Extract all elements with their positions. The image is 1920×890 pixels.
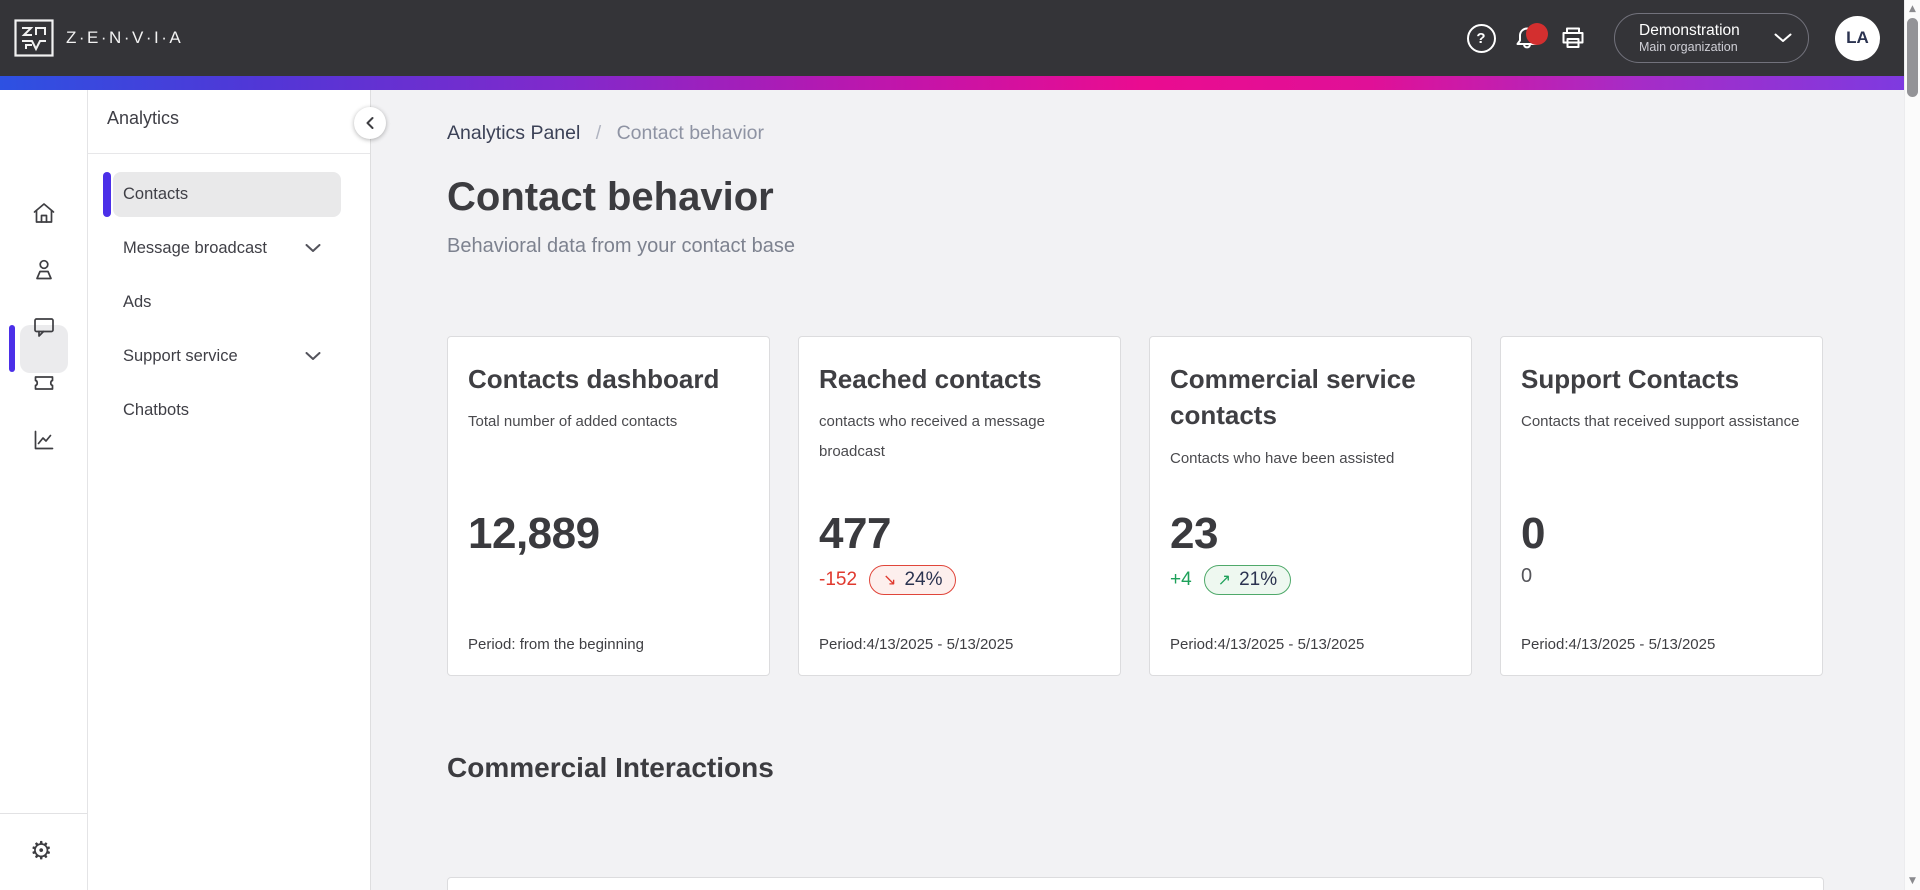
organization-subtitle: Main organization (1639, 39, 1738, 54)
printer-icon (1562, 27, 1584, 48)
sidebar-item-label: Ads (123, 293, 152, 311)
sidebar-item-label: Message broadcast (123, 239, 267, 257)
person-icon (36, 259, 52, 280)
chevron-down-icon (305, 348, 321, 366)
user-avatar[interactable]: LA (1835, 15, 1880, 61)
page-scrollbar[interactable]: ▲ ▼ (1904, 0, 1920, 890)
card-period: Period: from the beginning (468, 636, 644, 653)
trend-badge: ↘ 24% (869, 565, 957, 595)
scroll-down-icon[interactable]: ▼ (1909, 876, 1916, 886)
brand: Z·E·N·V·I·A (14, 19, 183, 57)
card-support-contacts: Support Contacts Contacts that received … (1500, 336, 1823, 676)
chevron-down-icon (1774, 33, 1792, 42)
card-description: Contacts who have been assisted (1170, 449, 1395, 467)
card-value: 477 (819, 509, 891, 558)
trend-badge: ↗ 21% (1203, 565, 1292, 595)
card-contacts-dashboard: Contacts dashboard Total number of added… (447, 336, 770, 676)
delta-value: 0 (1521, 565, 1533, 587)
breadcrumb-current: Contact behavior (616, 122, 765, 144)
breadcrumb-analytics-panel[interactable]: Analytics Panel (447, 122, 581, 144)
card-title: Contacts dashboard (468, 364, 720, 394)
print-button[interactable] (1550, 15, 1596, 61)
card-reached-contacts: Reached contacts contacts who received a… (798, 336, 1121, 676)
app-header: Z·E·N·V·I·A ? Demonstration (0, 0, 1904, 76)
home-icon (33, 203, 55, 223)
delta-row: -152 ↘ 24% (819, 565, 957, 595)
sidebar-item-ads[interactable]: Ads (113, 280, 341, 325)
sidebar-item-chatbots[interactable]: Chatbots (113, 388, 341, 433)
sidebar-title: Analytics (107, 108, 180, 128)
breadcrumb-separator: / (595, 122, 602, 144)
notifications-button[interactable] (1504, 15, 1550, 61)
page-subtitle: Behavioral data from your contact base (447, 235, 795, 257)
rail-selected-background (20, 325, 68, 373)
line-chart-icon (34, 430, 54, 450)
sidebar-item-label: Support service (123, 347, 238, 365)
delta-value: +4 (1170, 569, 1192, 590)
settings-gear-icon[interactable]: ⚙ (30, 836, 53, 865)
delta-percent: 21% (1239, 569, 1278, 590)
zenvia-logo-icon (14, 19, 54, 57)
sidebar-item-label: Chatbots (123, 401, 190, 419)
notification-badge (1526, 23, 1548, 45)
chevron-left-icon (366, 117, 374, 129)
sidebar-divider (88, 153, 370, 154)
delta-row: 0 (1521, 565, 1532, 588)
analytics-sidebar: Analytics Contacts Message broadcast Ads… (88, 90, 386, 890)
help-icon: ? (1466, 23, 1496, 53)
section-heading-commercial-interactions: Commercial Interactions (447, 752, 774, 783)
breadcrumb: Analytics Panel / Contact behavior (447, 122, 764, 145)
card-period: Period:4/13/2025 - 5/13/2025 (819, 636, 1014, 653)
chat-icon (34, 318, 54, 337)
delta-percent: 24% (904, 569, 943, 590)
card-value: 12,889 (468, 509, 600, 558)
help-button[interactable]: ? (1458, 15, 1504, 61)
icon-rail: ⚙ (0, 90, 88, 890)
card-description: Contacts that received support assistanc… (1521, 413, 1800, 431)
rail-active-indicator (9, 325, 15, 372)
card-title: Reached contacts (819, 364, 1042, 394)
delta-row: +4 ↗ 21% (1170, 565, 1292, 595)
organization-selector[interactable]: Demonstration Main organization (1614, 13, 1809, 63)
main-content: Analytics Panel / Contact behavior Conta… (371, 90, 1904, 890)
scroll-up-icon[interactable]: ▲ (1909, 4, 1916, 14)
rail-item-analytics[interactable] (31, 427, 57, 453)
sidebar-nav: Contacts Message broadcast Ads Support s… (88, 172, 370, 442)
sidebar-item-label: Contacts (123, 185, 189, 203)
rail-item-tickets[interactable] (31, 370, 57, 396)
rail-item-home[interactable] (31, 200, 57, 226)
trend-up-icon: ↗ (1217, 570, 1232, 589)
sidebar-item-support-service[interactable]: Support service (113, 334, 341, 379)
brand-wordmark: Z·E·N·V·I·A (66, 28, 184, 47)
stat-cards-row: Contacts dashboard Total number of added… (447, 336, 1823, 676)
card-period: Period:4/13/2025 - 5/13/2025 (1521, 636, 1716, 653)
card-period: Period:4/13/2025 - 5/13/2025 (1170, 636, 1365, 653)
ticket-icon (34, 376, 54, 390)
scrollbar-thumb[interactable] (1907, 18, 1918, 97)
brand-gradient-bar (0, 76, 1904, 90)
card-value: 23 (1170, 509, 1218, 558)
rail-divider (0, 813, 87, 814)
sidebar-item-contacts[interactable]: Contacts (103, 172, 341, 217)
delta-value: -152 (819, 569, 858, 590)
page-title: Contact behavior (447, 175, 774, 219)
card-description: Total number of added contacts (468, 413, 678, 431)
card-value: 0 (1521, 509, 1545, 558)
sidebar-collapse-button[interactable] (354, 107, 386, 139)
trend-down-icon: ↘ (883, 570, 897, 589)
card-description: contacts who received a message broadcas… (819, 413, 1045, 461)
sidebar-item-message-broadcast[interactable]: Message broadcast (113, 226, 341, 271)
rail-item-contacts[interactable] (31, 257, 57, 283)
card-title: Support Contacts (1521, 364, 1740, 394)
commercial-interactions-card (447, 877, 1824, 890)
rail-item-conversations[interactable] (31, 314, 57, 340)
active-item-indicator (103, 172, 111, 217)
chevron-down-icon (305, 240, 321, 258)
organization-name: Demonstration (1639, 21, 1740, 39)
card-title: Commercial service contacts (1170, 364, 1416, 431)
card-commercial-service-contacts: Commercial service contacts Contacts who… (1149, 336, 1472, 676)
